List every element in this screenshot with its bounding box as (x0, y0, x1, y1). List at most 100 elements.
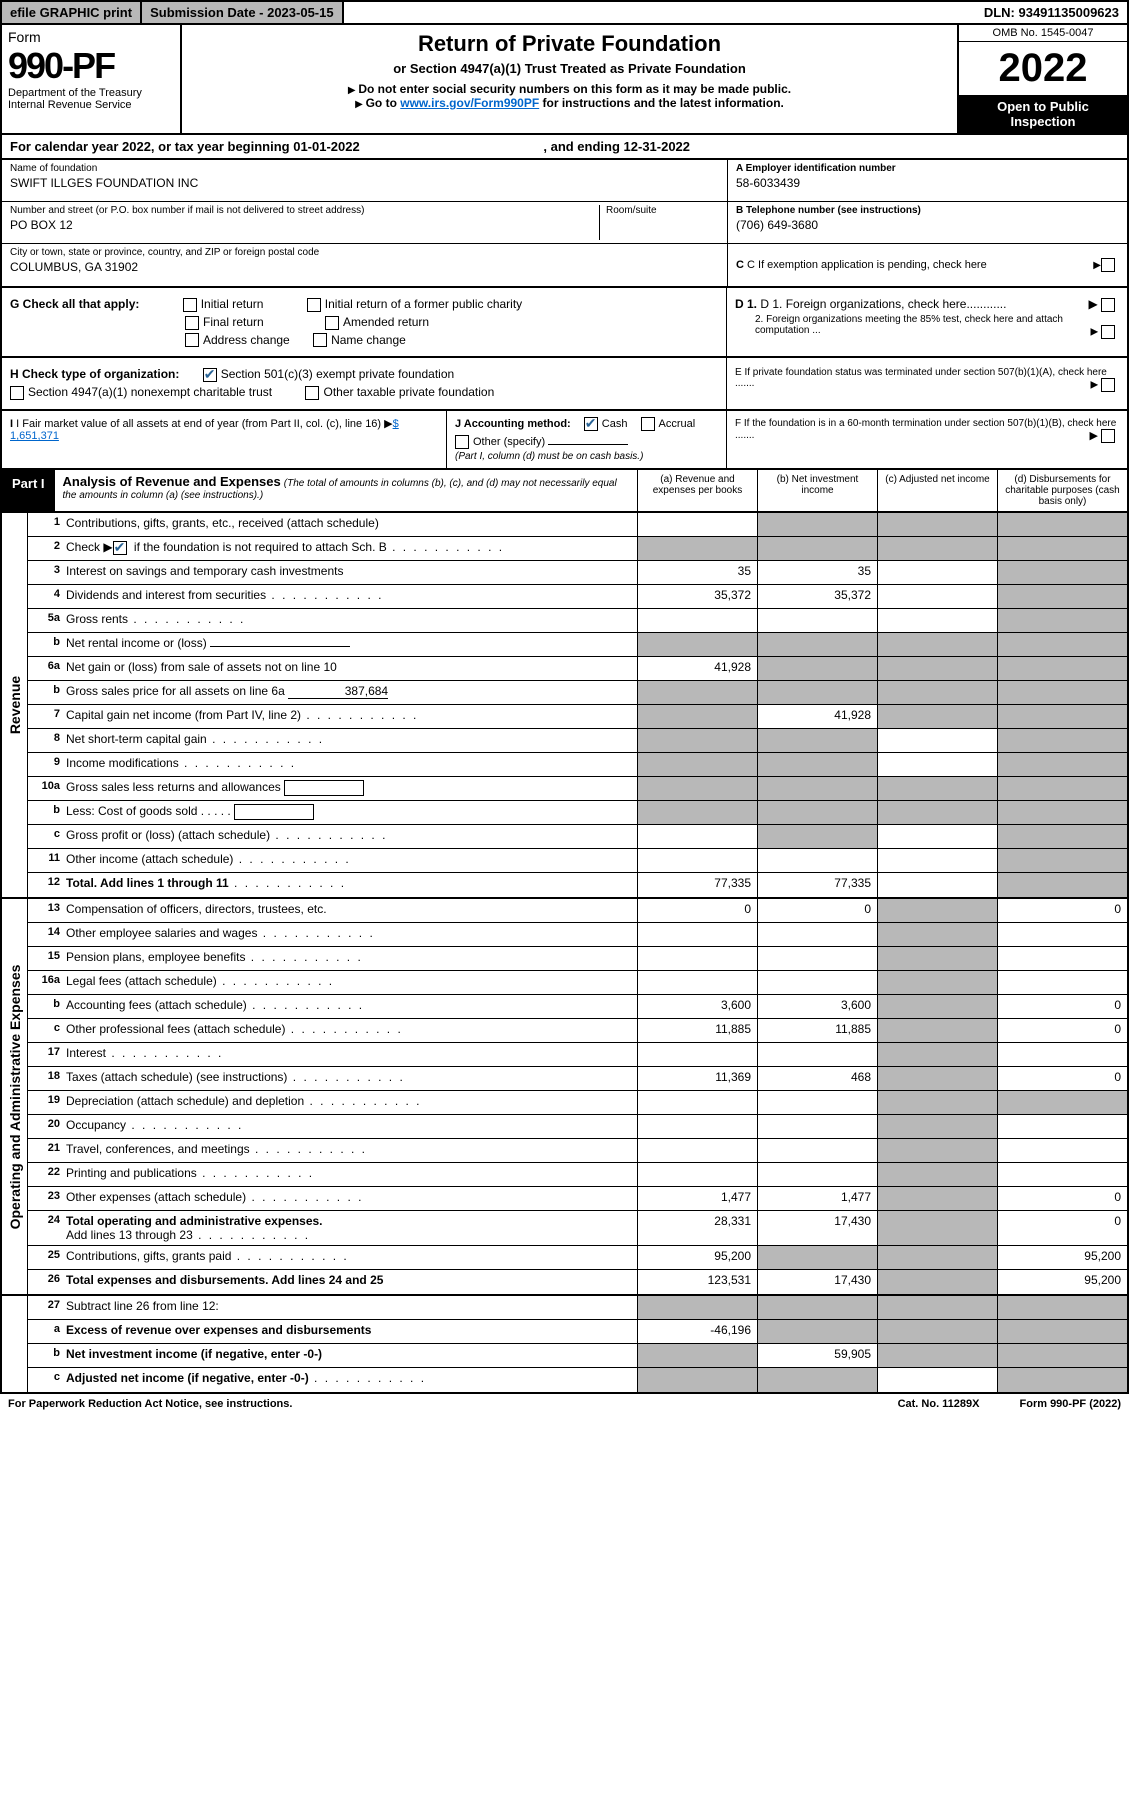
col-a-header: (a) Revenue and expenses per books (637, 470, 757, 511)
line-16a: Legal fees (attach schedule) (64, 971, 637, 994)
line-2: Check ▶ if the foundation is not require… (64, 537, 637, 560)
expenses-section: Operating and Administrative Expenses 13… (0, 899, 1129, 1296)
form990pf-link[interactable]: www.irs.gov/Form990PF (400, 96, 539, 110)
line-16c: Other professional fees (attach schedule… (64, 1019, 637, 1042)
revenue-section: Revenue 1Contributions, gifts, grants, e… (0, 513, 1129, 899)
4947a1-checkbox[interactable] (10, 386, 24, 400)
exemption-checkbox[interactable] (1101, 258, 1115, 272)
accrual-checkbox[interactable] (641, 417, 655, 431)
submission-date: Submission Date - 2023-05-15 (142, 2, 344, 23)
instruction-2: Go to www.irs.gov/Form990PF for instruct… (188, 96, 951, 110)
line-19: Depreciation (attach schedule) and deple… (64, 1091, 637, 1114)
room-suite-label: Room/suite (606, 205, 719, 216)
other-method-checkbox[interactable] (455, 435, 469, 449)
fmv-accounting-row: I I Fair market value of all assets at e… (0, 411, 1129, 470)
line-5b: Net rental income or (loss) (64, 633, 637, 656)
line-4: Dividends and interest from securities (64, 585, 637, 608)
top-bar: efile GRAPHIC print Submission Date - 20… (0, 0, 1129, 25)
line-23: Other expenses (attach schedule) (64, 1187, 637, 1210)
line-6b: Gross sales price for all assets on line… (64, 681, 637, 704)
line-26: Total expenses and disbursements. Add li… (64, 1270, 637, 1294)
line-27b: Net investment income (if negative, ente… (64, 1344, 637, 1367)
expenses-side-label: Operating and Administrative Expenses (2, 899, 28, 1294)
form-ref: Form 990-PF (2022) (1020, 1398, 1122, 1410)
form-word: Form (8, 29, 174, 45)
line-16b: Accounting fees (attach schedule) (64, 995, 637, 1018)
form-subtitle: or Section 4947(a)(1) Trust Treated as P… (188, 61, 951, 76)
line-9: Income modifications (64, 753, 637, 776)
line-15: Pension plans, employee benefits (64, 947, 637, 970)
85pct-test-checkbox[interactable] (1101, 325, 1115, 339)
line-3: Interest on savings and temporary cash i… (64, 561, 637, 584)
part1-label: Part I (2, 470, 55, 511)
foundation-name: SWIFT ILLGES FOUNDATION INC (10, 176, 719, 190)
line-11: Other income (attach schedule) (64, 849, 637, 872)
address-change-checkbox[interactable] (185, 333, 199, 347)
header-left: Form 990-PF Department of the Treasury I… (2, 25, 182, 133)
initial-return-checkbox[interactable] (183, 298, 197, 312)
ein-cell: A Employer identification number 58-6033… (728, 160, 1127, 202)
507b1b-checkbox[interactable] (1101, 429, 1115, 443)
cash-checkbox[interactable] (584, 417, 598, 431)
omb-number: OMB No. 1545-0047 (959, 25, 1127, 42)
line-10c: Gross profit or (loss) (attach schedule) (64, 825, 637, 848)
line-27: Subtract line 26 from line 12: (64, 1296, 637, 1319)
final-return-checkbox[interactable] (185, 316, 199, 330)
name-change-checkbox[interactable] (313, 333, 327, 347)
line-21: Travel, conferences, and meetings (64, 1139, 637, 1162)
dln: DLN: 93491135009623 (976, 2, 1127, 23)
paperwork-notice: For Paperwork Reduction Act Notice, see … (8, 1398, 292, 1410)
line-10a: Gross sales less returns and allowances (64, 777, 637, 800)
other-taxable-checkbox[interactable] (305, 386, 319, 400)
line-8: Net short-term capital gain (64, 729, 637, 752)
line-27c: Adjusted net income (if negative, enter … (64, 1368, 637, 1392)
line-20: Occupancy (64, 1115, 637, 1138)
header-center: Return of Private Foundation or Section … (182, 25, 957, 133)
address-cell: Number and street (or P.O. box number if… (2, 202, 727, 244)
line-25: Contributions, gifts, grants paid (64, 1246, 637, 1269)
line-22: Printing and publications (64, 1163, 637, 1186)
501c3-checkbox[interactable] (203, 368, 217, 382)
header-right: OMB No. 1545-0047 2022 Open to Public In… (957, 25, 1127, 133)
line-5a: Gross rents (64, 609, 637, 632)
city-cell: City or town, state or province, country… (2, 244, 727, 286)
city-state-zip: COLUMBUS, GA 31902 (10, 260, 719, 274)
line-17: Interest (64, 1043, 637, 1066)
form-number: 990-PF (8, 45, 174, 87)
revenue-side-label: Revenue (2, 513, 28, 897)
exemption-pending-cell: C C If exemption application is pending,… (728, 244, 1127, 286)
line-27a: Excess of revenue over expenses and disb… (64, 1320, 637, 1343)
amended-return-checkbox[interactable] (325, 316, 339, 330)
tax-year: 2022 (959, 42, 1127, 95)
line-7: Capital gain net income (from Part IV, l… (64, 705, 637, 728)
line-1: Contributions, gifts, grants, etc., rece… (64, 513, 637, 536)
part1-header: Part I Analysis of Revenue and Expenses … (0, 470, 1129, 513)
col-c-header: (c) Adjusted net income (877, 470, 997, 511)
check-grid-g: G Check all that apply: Initial return I… (0, 288, 1129, 358)
catalog-number: Cat. No. 11289X (898, 1398, 980, 1410)
page-footer: For Paperwork Reduction Act Notice, see … (0, 1394, 1129, 1414)
initial-former-checkbox[interactable] (307, 298, 321, 312)
foundation-name-cell: Name of foundation SWIFT ILLGES FOUNDATI… (2, 160, 727, 202)
line-6a: Net gain or (loss) from sale of assets n… (64, 657, 637, 680)
calendar-year-row: For calendar year 2022, or tax year begi… (0, 135, 1129, 160)
sch-b-checkbox[interactable] (113, 541, 127, 555)
form-header: Form 990-PF Department of the Treasury I… (0, 25, 1129, 135)
open-to-public: Open to Public Inspection (959, 95, 1127, 133)
ein-value: 58-6033439 (736, 176, 1119, 190)
line-18: Taxes (attach schedule) (see instruction… (64, 1067, 637, 1090)
507b1a-checkbox[interactable] (1101, 378, 1115, 392)
col-d-header: (d) Disbursements for charitable purpose… (997, 470, 1127, 511)
line-14: Other employee salaries and wages (64, 923, 637, 946)
col-b-header: (b) Net investment income (757, 470, 877, 511)
foreign-org-checkbox[interactable] (1101, 298, 1115, 312)
efile-print-button[interactable]: efile GRAPHIC print (2, 2, 142, 23)
form-title: Return of Private Foundation (188, 31, 951, 57)
check-grid-h: H Check type of organization: Section 50… (0, 358, 1129, 411)
phone-cell: B Telephone number (see instructions) (7… (728, 202, 1127, 244)
entity-block: Name of foundation SWIFT ILLGES FOUNDATI… (0, 160, 1129, 288)
line-27-section: 27Subtract line 26 from line 12: aExcess… (0, 1296, 1129, 1394)
line-12: Total. Add lines 1 through 11 (64, 873, 637, 897)
phone-value: (706) 649-3680 (736, 218, 1119, 232)
instruction-1: Do not enter social security numbers on … (188, 82, 951, 96)
